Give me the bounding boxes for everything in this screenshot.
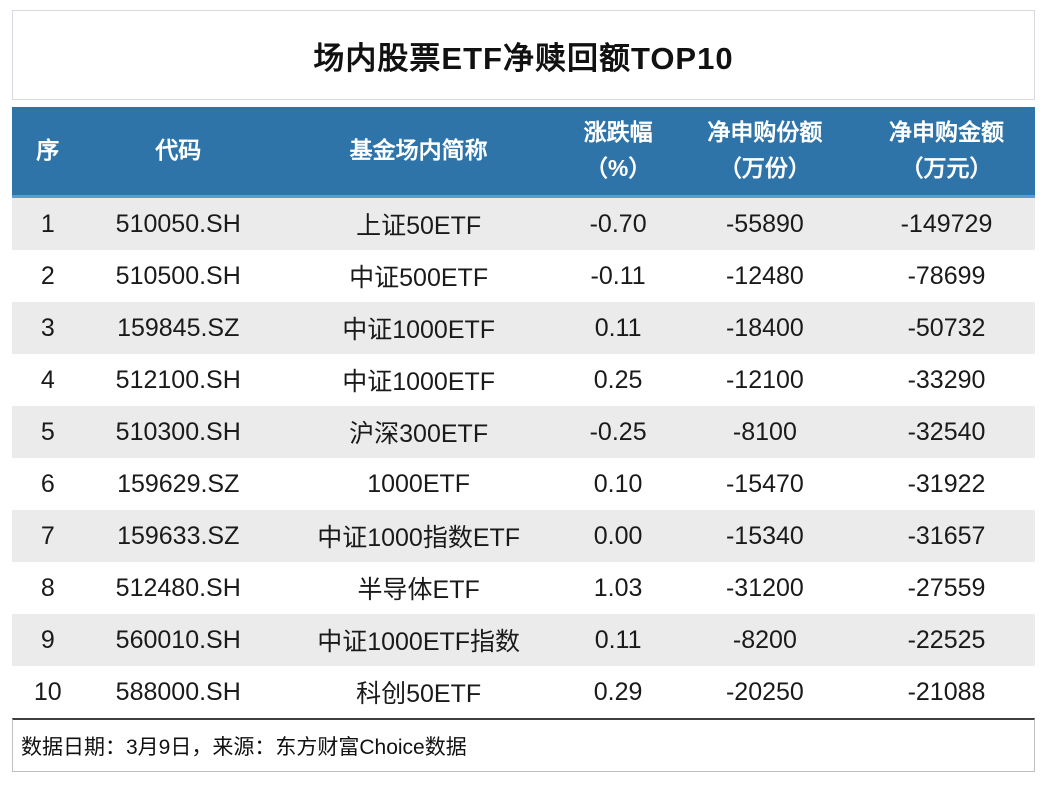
cell-shares: -20250 — [725, 677, 804, 706]
cell-code: 510300.SH — [115, 417, 241, 446]
header-code: 代码 — [83, 107, 273, 198]
etf-table: 序 代码 基金场内简称 涨跌幅 （%） 净申购份额 （万份） 净申购金额 — [12, 107, 1035, 718]
cell-amount: -31657 — [907, 521, 986, 550]
table-row: 4 512100.SH 中证1000ETF 0.25 -12100 -33290 — [12, 354, 1035, 406]
cell-seq: 9 — [40, 625, 55, 654]
header-amount: 净申购金额 （万元） — [857, 107, 1035, 198]
cell-code: 560010.SH — [115, 625, 241, 654]
cell-seq: 10 — [33, 677, 62, 706]
cell-seq: 5 — [40, 417, 55, 446]
cell-seq: 7 — [40, 521, 55, 550]
cell-code: 159633.SZ — [117, 521, 240, 550]
cell-shares: -8200 — [732, 625, 797, 654]
header-name-label: 基金场内简称 — [349, 137, 488, 164]
header-seq-label: 序 — [36, 137, 60, 164]
cell-shares: -12480 — [725, 261, 804, 290]
header-change-unit: （%） — [584, 155, 652, 181]
cell-change: 1.03 — [593, 573, 643, 602]
cell-seq: 8 — [40, 573, 55, 602]
table-row: 9 560010.SH 中证1000ETF指数 0.11 -8200 -22525 — [12, 614, 1035, 666]
cell-change: -0.25 — [589, 417, 647, 446]
cell-amount: -31922 — [907, 469, 986, 498]
cell-name: 上证50ETF — [356, 212, 482, 240]
table-row: 7 159633.SZ 中证1000指数ETF 0.00 -15340 -31657 — [12, 510, 1035, 562]
header-row: 序 代码 基金场内简称 涨跌幅 （%） 净申购份额 （万份） 净申购金额 — [12, 107, 1035, 198]
footnote-text: 数据日期：3月9日，来源：东方财富Choice数据 — [21, 735, 467, 759]
cell-change: 0.00 — [593, 521, 643, 550]
table-body: 1 510050.SH 上证50ETF -0.70 -55890 -149729 2 5105… — [12, 196, 1035, 718]
cell-amount: -22525 — [907, 625, 986, 654]
cell-shares: -31200 — [725, 573, 804, 602]
cell-amount: -78699 — [907, 261, 986, 290]
cell-name: 沪深300ETF — [349, 420, 489, 448]
header-change: 涨跌幅 （%） — [564, 107, 672, 198]
header-seq: 序 — [12, 107, 84, 198]
cell-code: 159845.SZ — [117, 313, 240, 342]
table-row: 5 510300.SH 沪深300ETF -0.25 -8100 -32540 — [12, 406, 1035, 458]
page-title: 场内股票ETF净赎回额TOP10 — [313, 40, 734, 76]
table-row: 1 510050.SH 上证50ETF -0.70 -55890 -149729 — [12, 196, 1035, 250]
table-row: 6 159629.SZ 1000ETF 0.10 -15470 -31922 — [12, 458, 1035, 510]
header-shares-label: 净申购份额 — [707, 119, 823, 146]
cell-amount: -27559 — [907, 573, 986, 602]
title-box: 场内股票ETF净赎回额TOP10 — [12, 10, 1035, 100]
table-row: 10 588000.SH 科创50ETF 0.29 -20250 -21088 — [12, 666, 1035, 718]
cell-change: 0.29 — [593, 677, 643, 706]
cell-name: 科创50ETF — [356, 680, 482, 708]
cell-code: 159629.SZ — [117, 469, 240, 498]
cell-change: 0.11 — [594, 625, 642, 654]
table-header: 序 代码 基金场内简称 涨跌幅 （%） 净申购份额 （万份） 净申购金额 — [12, 107, 1035, 198]
cell-code: 510500.SH — [115, 261, 241, 290]
cell-name: 中证1000ETF — [342, 316, 496, 344]
cell-seq: 3 — [40, 313, 55, 342]
header-amount-label: 净申购金额 — [888, 119, 1004, 146]
cell-name: 中证1000ETF — [342, 368, 496, 396]
cell-change: 0.10 — [593, 469, 643, 498]
cell-name: 半导体ETF — [357, 576, 480, 604]
cell-name: 1000ETF — [367, 469, 471, 498]
header-code-label: 代码 — [155, 137, 202, 164]
cell-code: 588000.SH — [115, 677, 241, 706]
cell-seq: 2 — [40, 261, 55, 290]
table-row: 8 512480.SH 半导体ETF 1.03 -31200 -27559 — [12, 562, 1035, 614]
cell-seq: 1 — [40, 209, 55, 238]
header-name: 基金场内简称 — [272, 107, 565, 198]
cell-name: 中证500ETF — [349, 264, 489, 292]
cell-shares: -12100 — [725, 365, 804, 394]
cell-amount: -149729 — [900, 209, 993, 238]
cell-shares: -15470 — [725, 469, 804, 498]
cell-code: 510050.SH — [115, 209, 241, 238]
cell-amount: -33290 — [907, 365, 986, 394]
header-amount-unit: （万元） — [900, 155, 993, 181]
cell-change: 0.11 — [594, 313, 642, 342]
cell-shares: -18400 — [725, 313, 804, 342]
cell-name: 中证1000ETF指数 — [317, 628, 521, 656]
header-change-label: 涨跌幅 — [583, 119, 653, 146]
cell-code: 512480.SH — [115, 573, 241, 602]
cell-seq: 6 — [40, 469, 55, 498]
cell-amount: -32540 — [907, 417, 986, 446]
cell-change: 0.25 — [593, 365, 643, 394]
header-shares: 净申购份额 （万份） — [671, 107, 858, 198]
table-row: 2 510500.SH 中证500ETF -0.11 -12480 -78699 — [12, 250, 1035, 302]
table-footnote: 数据日期：3月9日，来源：东方财富Choice数据 — [12, 718, 1035, 772]
header-shares-unit: （万份） — [718, 155, 811, 181]
cell-name: 中证1000指数ETF — [317, 524, 521, 552]
cell-shares: -8100 — [732, 417, 797, 446]
cell-change: -0.70 — [589, 209, 647, 238]
cell-change: -0.11 — [590, 261, 646, 290]
table-row: 3 159845.SZ 中证1000ETF 0.11 -18400 -50732 — [12, 302, 1035, 354]
cell-seq: 4 — [40, 365, 55, 394]
cell-shares: -15340 — [725, 521, 804, 550]
cell-code: 512100.SH — [115, 365, 241, 394]
cell-amount: -50732 — [907, 313, 986, 342]
cell-shares: -55890 — [725, 209, 804, 238]
cell-amount: -21088 — [907, 677, 986, 706]
